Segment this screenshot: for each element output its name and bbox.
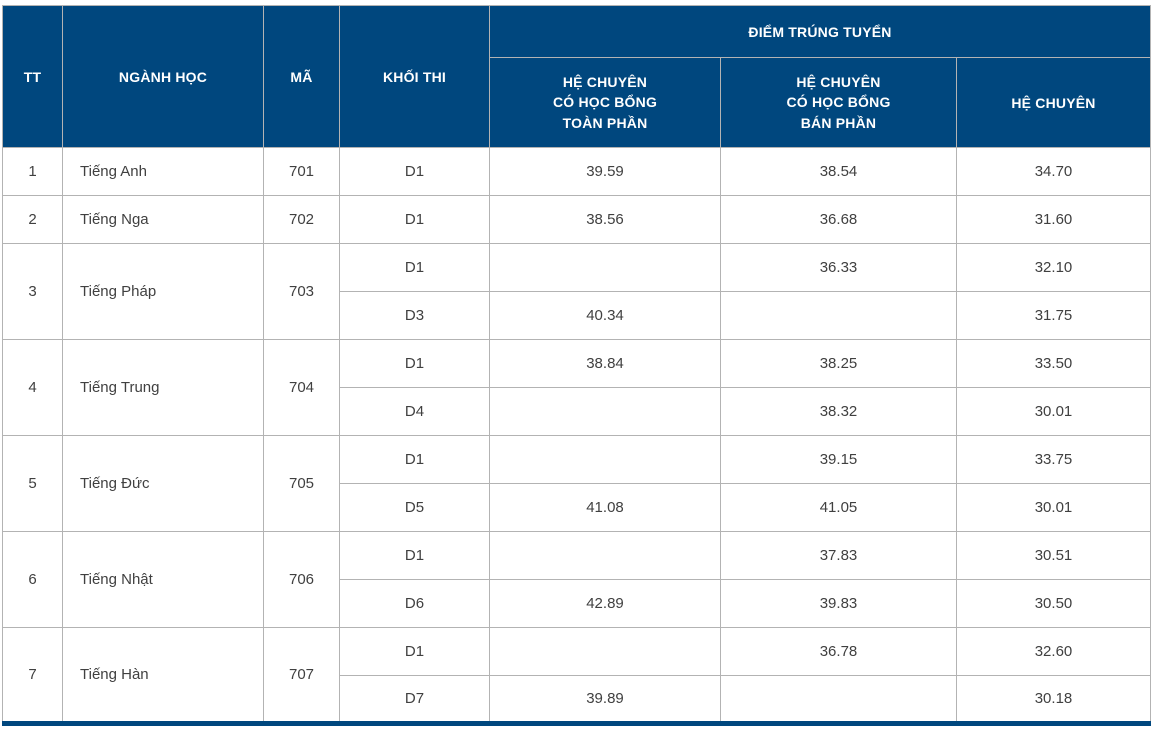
table-row: 1 Tiếng Anh 701 D1 39.59 38.54 34.70 [2,147,1151,196]
col-group-header-diem-trung-tuyen: ĐIỂM TRÚNG TUYỂN [489,5,1151,58]
col-header-tt: TT [2,5,63,148]
table-row: D3 40.34 31.75 [3,291,1151,340]
cell-he-chuyen-ban-phan: 38.32 [720,387,957,436]
cell-he-chuyen-ban-phan: 37.83 [720,531,957,580]
cell-nganh-hoc: Tiếng Nhật [62,531,264,628]
cell-ma: 705 [263,435,340,532]
col-header-khoi-thi: KHỐI THI [339,5,490,148]
cell-khoi-thi: D5 [339,483,490,532]
cell-khoi-thi: D1 [339,195,490,244]
cell-khoi-thi: D1 [339,147,490,196]
cell-tt: 6 [2,531,63,628]
cell-tt: 7 [2,627,63,724]
cell-tt: 1 [2,147,63,196]
cell-he-chuyen: 33.50 [956,339,1151,388]
cell-ma: 703 [263,243,340,340]
col-header-he-chuyen-ban-phan: HỆ CHUYÊN CÓ HỌC BỔNG BÁN PHẦN [720,57,957,148]
cell-ma: 702 [263,195,340,244]
cell-ma: 704 [263,339,340,436]
admission-scores-table: TT NGÀNH HỌC MÃ KHỐI THI ĐIỂM TRÚNG TUYỂ… [2,5,1151,726]
col-header-ma: MÃ [263,5,340,148]
cell-khoi-thi: D1 [339,435,490,484]
header-group-row: TT NGÀNH HỌC MÃ KHỐI THI ĐIỂM TRÚNG TUYỂ… [2,5,1151,148]
cell-khoi-thi: D7 [339,675,490,724]
cell-he-chuyen-toan-phan: 41.08 [489,483,721,532]
cell-he-chuyen-ban-phan: 36.78 [720,627,957,676]
cell-he-chuyen: 31.60 [956,195,1151,244]
cell-nganh-hoc: Tiếng Trung [62,339,264,436]
cell-nganh-hoc: Tiếng Hàn [62,627,264,724]
cell-khoi-thi: D1 [339,243,490,292]
cell-he-chuyen-toan-phan [489,243,721,292]
cell-he-chuyen: 32.60 [956,627,1151,676]
cell-khoi-thi: D1 [339,627,490,676]
cell-he-chuyen: 34.70 [956,147,1151,196]
cell-he-chuyen-toan-phan [489,435,721,484]
cell-he-chuyen: 30.01 [956,387,1151,436]
cell-tt: 3 [2,243,63,340]
cell-he-chuyen: 32.10 [956,243,1151,292]
col-header-nganh-hoc: NGÀNH HỌC [62,5,264,148]
cell-tt: 5 [2,435,63,532]
cell-he-chuyen: 33.75 [956,435,1151,484]
cell-khoi-thi: D6 [339,579,490,628]
cell-he-chuyen-ban-phan: 36.68 [720,195,957,244]
table-row: 7 Tiếng Hàn 707 D1 36.78 32.60 [2,627,1151,724]
cell-he-chuyen-toan-phan: 38.56 [489,195,721,244]
cell-ma: 706 [263,531,340,628]
cell-he-chuyen-ban-phan [720,675,957,724]
table-row: D4 38.32 30.01 [3,387,1151,436]
cell-khoi-thi: D1 [339,339,490,388]
table-row: 6 Tiếng Nhật 706 D1 37.83 30.51 [2,531,1151,628]
cell-he-chuyen: 30.18 [956,675,1151,724]
cell-nganh-hoc: Tiếng Đức [62,435,264,532]
col-header-he-chuyen-toan-phan: HỆ CHUYÊN CÓ HỌC BỔNG TOÀN PHẦN [489,57,721,148]
cell-he-chuyen-ban-phan: 39.83 [720,579,957,628]
cell-he-chuyen-toan-phan [489,531,721,580]
cell-nganh-hoc: Tiếng Pháp [62,243,264,340]
table-header: TT NGÀNH HỌC MÃ KHỐI THI ĐIỂM TRÚNG TUYỂ… [2,5,1151,148]
cell-tt: 2 [2,195,63,244]
table-row: D7 39.89 30.18 [3,675,1151,724]
cell-he-chuyen: 31.75 [956,291,1151,340]
cell-tt: 4 [2,339,63,436]
cell-he-chuyen-toan-phan [489,387,721,436]
table-row: 3 Tiếng Pháp 703 D1 36.33 32.10 [2,243,1151,340]
cell-he-chuyen: 30.01 [956,483,1151,532]
table-row: 4 Tiếng Trung 704 D1 38.84 38.25 33.50 [2,339,1151,436]
cell-he-chuyen-toan-phan: 39.89 [489,675,721,724]
cell-he-chuyen-ban-phan [720,291,957,340]
cell-he-chuyen-toan-phan: 38.84 [489,339,721,388]
cell-nganh-hoc: Tiếng Nga [62,195,264,244]
cell-he-chuyen: 30.50 [956,579,1151,628]
cell-he-chuyen-toan-phan: 39.59 [489,147,721,196]
cell-ma: 707 [263,627,340,724]
col-header-he-chuyen: HỆ CHUYÊN [956,57,1151,148]
cell-khoi-thi: D4 [339,387,490,436]
cell-he-chuyen-ban-phan: 39.15 [720,435,957,484]
cell-he-chuyen-toan-phan: 40.34 [489,291,721,340]
cell-he-chuyen-ban-phan: 38.54 [720,147,957,196]
cell-nganh-hoc: Tiếng Anh [62,147,264,196]
cell-he-chuyen-ban-phan: 36.33 [720,243,957,292]
table-row: D6 42.89 39.83 30.50 [3,579,1151,628]
cell-he-chuyen-ban-phan: 41.05 [720,483,957,532]
table-row: 2 Tiếng Nga 702 D1 38.56 36.68 31.60 [2,195,1151,244]
cell-he-chuyen-ban-phan: 38.25 [720,339,957,388]
cell-ma: 701 [263,147,340,196]
table-body: 1 Tiếng Anh 701 D1 39.59 38.54 34.70 2 Tiếng Nga… [2,147,1151,724]
cell-khoi-thi: D3 [339,291,490,340]
cell-khoi-thi: D1 [339,531,490,580]
cell-he-chuyen-toan-phan [489,627,721,676]
table-row: 5 Tiếng Đức 705 D1 39.15 33.75 [2,435,1151,532]
cell-he-chuyen-toan-phan: 42.89 [489,579,721,628]
cell-he-chuyen: 30.51 [956,531,1151,580]
